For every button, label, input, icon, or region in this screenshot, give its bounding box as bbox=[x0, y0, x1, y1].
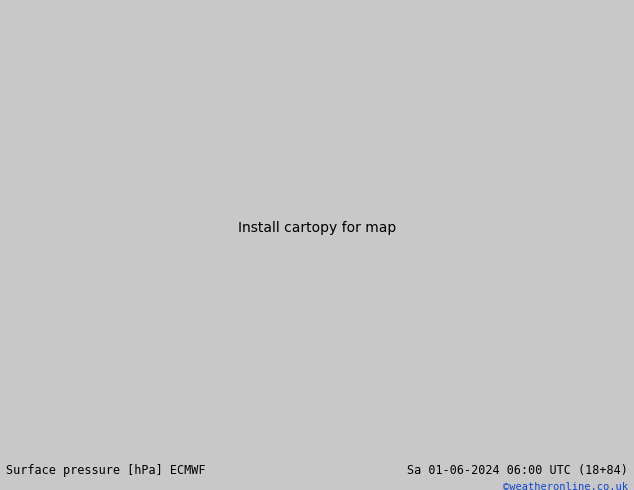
Text: ©weatheronline.co.uk: ©weatheronline.co.uk bbox=[503, 482, 628, 490]
Text: Sa 01-06-2024 06:00 UTC (18+84): Sa 01-06-2024 06:00 UTC (18+84) bbox=[407, 464, 628, 476]
Text: Surface pressure [hPa] ECMWF: Surface pressure [hPa] ECMWF bbox=[6, 464, 206, 476]
Text: Install cartopy for map: Install cartopy for map bbox=[238, 221, 396, 235]
